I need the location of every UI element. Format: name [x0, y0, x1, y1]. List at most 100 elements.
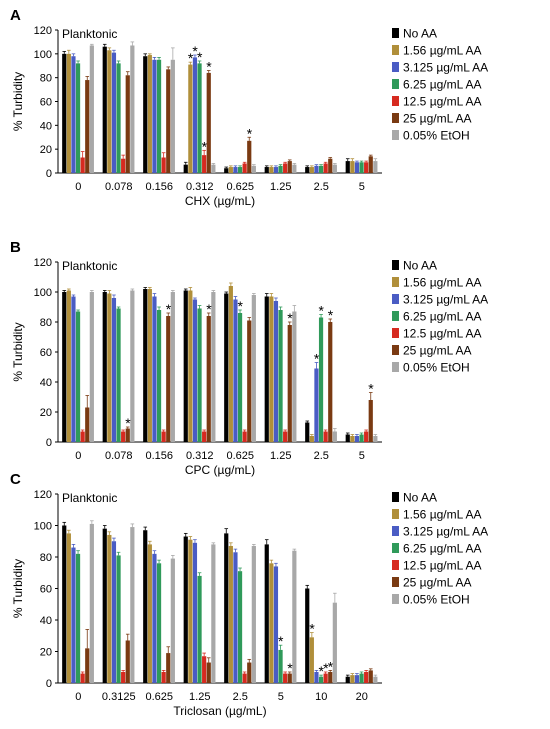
legend-swatch: [392, 294, 399, 304]
bar: [206, 316, 211, 442]
significance-star: *: [188, 50, 194, 66]
y-tick-label: 100: [34, 287, 52, 299]
y-tick-label: 0: [46, 437, 52, 449]
bar: [80, 431, 85, 442]
panel-label: C: [10, 471, 21, 488]
bar: [147, 544, 152, 683]
bar: [237, 167, 243, 173]
bar: [152, 296, 157, 442]
bar: [166, 69, 171, 173]
bar: [130, 527, 135, 683]
bar: [202, 431, 207, 442]
bar: [273, 167, 279, 173]
legend-swatch: [392, 594, 399, 604]
bar: [183, 290, 188, 442]
bar: [107, 293, 112, 442]
bar: [224, 533, 229, 683]
bar: [323, 163, 328, 173]
bar: [373, 161, 378, 173]
significance-star: *: [328, 307, 334, 323]
bar: [130, 45, 135, 173]
legend-label: 0.05% EtOH: [403, 593, 470, 607]
significance-star: *: [278, 633, 284, 649]
bar: [147, 289, 152, 442]
bar: [156, 563, 162, 683]
bar: [197, 575, 202, 683]
bar: [111, 52, 117, 174]
bar: [161, 671, 166, 683]
legend-label: No AA: [403, 491, 437, 505]
bar: [368, 156, 373, 173]
legend-label: 12.5 µg/mL AA: [403, 327, 482, 341]
bar: [89, 292, 94, 442]
legend-label: 3.125 µg/mL AA: [403, 293, 488, 307]
y-tick-label: 20: [40, 407, 52, 419]
bar: [130, 290, 135, 442]
bar: [75, 311, 81, 442]
bar: [143, 56, 148, 173]
bar: [318, 317, 324, 442]
legend-label: No AA: [403, 27, 437, 41]
x-tick-label: 5: [359, 181, 365, 193]
x-tick-label: 0.625: [226, 181, 254, 193]
x-tick-label: 5: [359, 450, 365, 462]
legend-swatch: [392, 277, 399, 287]
significance-star: *: [197, 49, 203, 65]
significance-star: *: [287, 660, 293, 676]
legend-swatch: [392, 96, 399, 106]
bar: [161, 157, 166, 173]
bar: [188, 64, 193, 173]
significance-star: *: [166, 301, 172, 317]
legend-swatch: [392, 577, 399, 587]
bar: [251, 295, 256, 442]
legend-label: 25 µg/mL AA: [403, 576, 472, 590]
legend-label: 25 µg/mL AA: [403, 112, 472, 126]
bar: [224, 293, 229, 442]
bar: [332, 431, 337, 442]
legend-label: 25 µg/mL AA: [403, 344, 472, 358]
bar: [287, 325, 292, 442]
bar: [278, 165, 283, 173]
bar: [166, 653, 171, 683]
bar: [228, 167, 233, 173]
bar: [305, 422, 310, 442]
significance-star: *: [202, 138, 208, 154]
y-tick-label: 120: [34, 489, 52, 501]
bar: [89, 45, 94, 173]
bar: [75, 63, 81, 173]
bar: [345, 676, 350, 683]
bar: [192, 57, 198, 173]
bar: [278, 310, 283, 442]
legend-label: 3.125 µg/mL AA: [403, 525, 488, 539]
bar: [318, 676, 324, 683]
legend-label: 0.05% EtOH: [403, 129, 470, 143]
significance-star: *: [287, 310, 293, 326]
bar: [314, 671, 319, 683]
legend-swatch: [392, 560, 399, 570]
legend-label: No AA: [403, 259, 437, 273]
legend-label: 1.56 µg/mL AA: [403, 508, 482, 522]
bar: [183, 164, 188, 173]
bar: [364, 162, 369, 173]
bar: [71, 296, 76, 442]
x-tick-label: 2.5: [233, 691, 248, 703]
significance-star: *: [192, 43, 198, 59]
bar: [197, 308, 202, 442]
bar: [111, 298, 117, 442]
bar: [264, 296, 269, 442]
bar: [314, 165, 319, 173]
y-axis-label: % Turbidity: [11, 559, 25, 618]
bar: [166, 316, 171, 442]
significance-star: *: [314, 351, 320, 367]
bar: [287, 161, 292, 173]
bar: [251, 165, 256, 173]
bar: [85, 80, 90, 173]
x-tick-label: 2.5: [314, 450, 329, 462]
bar: [66, 290, 71, 442]
bar: [359, 162, 364, 173]
bar: [161, 431, 166, 442]
y-tick-label: 40: [40, 615, 52, 627]
